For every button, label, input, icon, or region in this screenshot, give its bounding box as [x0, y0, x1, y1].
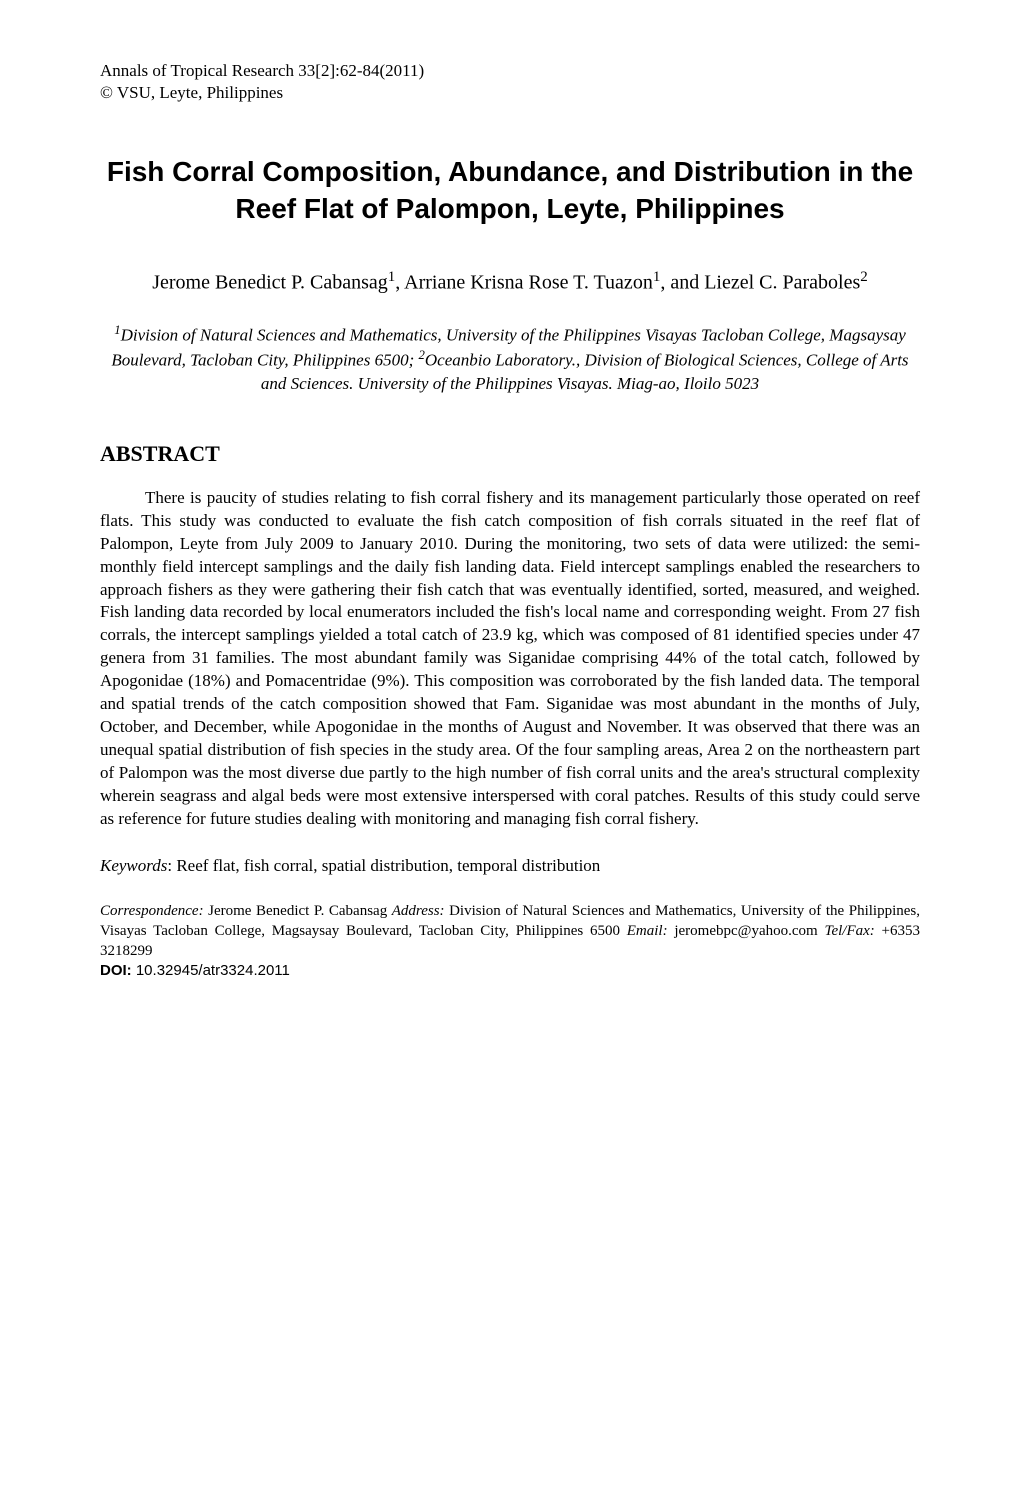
email-label: Email:	[627, 923, 668, 939]
tel-label: Tel/Fax:	[824, 923, 874, 939]
email-text: jeromebpc@yahoo.com	[668, 923, 825, 939]
author-sep-2: , and	[660, 272, 704, 294]
paper-title: Fish Corral Composition, Abundance, and …	[100, 154, 920, 227]
affiliations: 1Division of Natural Sciences and Mathem…	[100, 322, 920, 396]
abstract-heading: ABSTRACT	[100, 441, 920, 467]
author-2-name: Arriane Krisna Rose T. Tuazon	[404, 272, 653, 294]
author-3-name: Liezel C. Paraboles	[704, 272, 860, 294]
keywords-line: Keywords: Reef flat, fish corral, spatia…	[100, 856, 920, 876]
doi-value: 10.32945/atr3324.2011	[136, 962, 290, 979]
author-sep-1: ,	[395, 272, 404, 294]
journal-copyright: © VSU, Leyte, Philippines	[100, 82, 920, 104]
correspondence-name: Jerome Benedict P. Cabansag	[204, 903, 392, 919]
keywords-label: Keywords	[100, 856, 167, 875]
doi-line: DOI: 10.32945/atr3324.2011	[100, 962, 920, 979]
correspondence-label: Correspondence:	[100, 903, 204, 919]
author-3-sup: 2	[860, 269, 868, 285]
abstract-body: There is paucity of studies relating to …	[100, 487, 920, 831]
doi-label: DOI:	[100, 962, 136, 979]
correspondence-block: Correspondence: Jerome Benedict P. Caban…	[100, 901, 920, 962]
journal-citation: Annals of Tropical Research 33[2]:62-84(…	[100, 60, 920, 82]
keywords-text: : Reef flat, fish corral, spatial distri…	[167, 856, 600, 875]
authors-line: Jerome Benedict P. Cabansag1, Arriane Kr…	[100, 267, 920, 297]
address-label: Address:	[392, 903, 445, 919]
journal-header: Annals of Tropical Research 33[2]:62-84(…	[100, 60, 920, 104]
author-1-name: Jerome Benedict P. Cabansag	[152, 272, 388, 294]
